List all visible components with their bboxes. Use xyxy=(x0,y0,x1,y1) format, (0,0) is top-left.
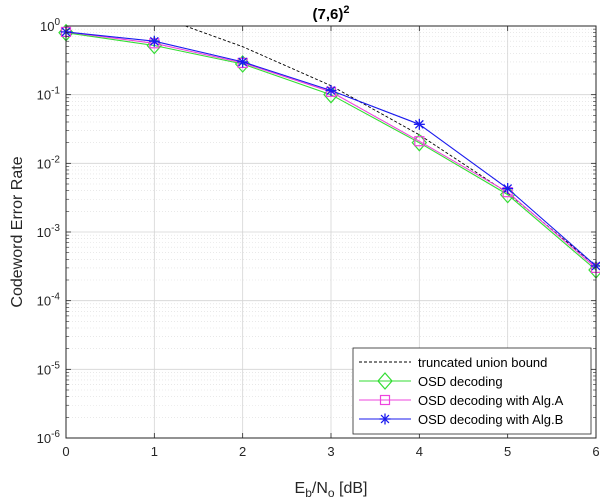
legend-marker-2 xyxy=(377,372,393,390)
data-point xyxy=(325,84,337,96)
legend-label-4: OSD decoding with Alg.B xyxy=(418,412,563,427)
star-stroke xyxy=(149,36,159,46)
star-stroke xyxy=(414,119,424,129)
star-stroke xyxy=(380,414,390,424)
star-stroke xyxy=(326,86,336,95)
legend-marker-3 xyxy=(379,394,391,406)
data-point xyxy=(414,136,425,147)
ticks: 0 1 2 3 4 5 6 100 10-1 10-2 10-3 10-4 10-5 10-6 xyxy=(37,17,600,459)
y-tick-label: 10-1 xyxy=(37,86,61,103)
x-tick-label: 6 xyxy=(592,444,599,459)
x-tick-label: 0 xyxy=(62,444,69,459)
y-tick-label: 100 xyxy=(40,17,60,34)
y-tick-label: 10-3 xyxy=(37,223,61,240)
x-axis-title: Eb/No [dB] xyxy=(295,480,368,500)
star-stroke xyxy=(238,57,248,67)
y-tick-label: 10-6 xyxy=(37,429,61,446)
x-tick-label: 5 xyxy=(504,444,511,459)
legend-label-1: truncated union bound xyxy=(418,355,547,370)
data-point xyxy=(502,183,514,195)
series-line-1 xyxy=(185,25,597,267)
legend-items: truncated union bound OSD decoding OSD dec… xyxy=(359,355,564,427)
y-tick-label: 10-2 xyxy=(37,154,61,171)
legend-box xyxy=(352,347,592,435)
x-tick-label: 2 xyxy=(239,444,246,459)
y-tick-label: 10-4 xyxy=(37,292,61,309)
data-point xyxy=(413,118,425,130)
legend-marker-4 xyxy=(379,413,391,425)
chart-title: (7,6)2 xyxy=(313,4,350,23)
x-tick-label: 3 xyxy=(327,444,334,459)
data-point xyxy=(237,56,249,68)
legend: truncated union bound OSD decoding OSD dec… xyxy=(352,347,592,435)
star-stroke xyxy=(503,184,513,193)
data-point xyxy=(148,35,160,47)
legend-label-2: OSD decoding xyxy=(418,374,503,389)
y-tick-label: 10-5 xyxy=(37,360,61,377)
x-tick-label: 4 xyxy=(416,444,423,459)
x-tick-label: 1 xyxy=(151,444,158,459)
legend-label-3: OSD decoding with Alg.A xyxy=(418,393,564,408)
y-axis-title: Codeword Error Rate xyxy=(9,156,26,307)
